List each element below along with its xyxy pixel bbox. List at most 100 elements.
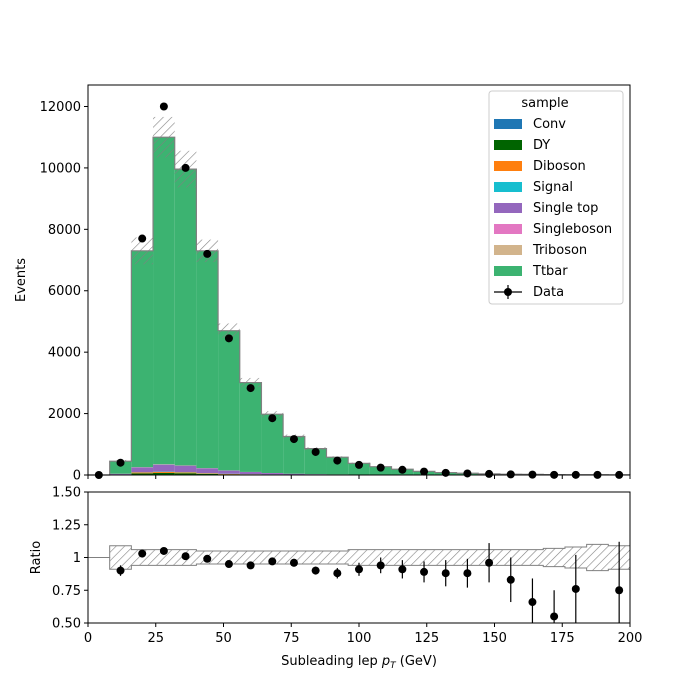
bar-single-top <box>109 473 132 475</box>
data-point <box>181 163 190 172</box>
bar-dy <box>131 473 154 475</box>
ratio-y-axis-label: Ratio <box>29 541 44 574</box>
ratio-uncertainty-band <box>456 549 479 566</box>
data-point <box>138 234 147 243</box>
bar-diboson <box>153 471 175 473</box>
data-point <box>289 435 298 444</box>
ratio-uncertainty-band <box>543 548 565 567</box>
ratio-point <box>485 558 494 567</box>
legend-label: Triboson <box>532 243 587 258</box>
y-tick-label: 10000 <box>40 161 81 176</box>
legend-swatch-ttbar <box>494 266 522 276</box>
legend-title: sample <box>521 96 568 111</box>
data-point <box>376 463 385 472</box>
ratio-point <box>116 566 125 575</box>
data-point <box>485 469 494 478</box>
ratio-point <box>138 549 147 558</box>
legend-data-marker <box>504 288 512 296</box>
ratio-point <box>376 561 385 570</box>
ratio-point <box>550 612 559 621</box>
ratio-point <box>311 566 320 575</box>
bar-diboson <box>196 473 219 474</box>
bar-ttbar <box>261 414 284 474</box>
legend: sample Conv DY Diboson Signal Single top Singl… <box>488 90 624 305</box>
ratio-uncertainty-band <box>304 550 327 565</box>
ratio-y-tick-label: 1.50 <box>52 486 81 501</box>
bar-ttbar <box>239 382 262 472</box>
ratio-point <box>246 561 255 570</box>
bar-single-top <box>153 464 175 472</box>
x-tick-label: 25 <box>147 631 164 646</box>
ratio-y-tick-label: 1 <box>73 551 81 566</box>
data-point <box>311 447 320 456</box>
ratio-point <box>224 560 233 569</box>
bar-ttbar <box>131 250 154 468</box>
data-point <box>506 470 515 479</box>
data-point <box>398 465 407 474</box>
y-tick-label: 12000 <box>40 100 81 115</box>
data-point <box>333 456 342 465</box>
data-point <box>246 384 255 393</box>
ratio-uncertainty-band <box>283 550 305 565</box>
data-point <box>268 414 277 423</box>
bar-single-top <box>196 468 219 474</box>
data-point <box>420 467 429 476</box>
legend-swatch-diboson <box>494 161 522 171</box>
ratio-y-tick-label: 1.25 <box>52 518 81 533</box>
ratio-uncertainty-band <box>348 549 370 566</box>
y-tick-label: 2000 <box>48 407 81 422</box>
ratio-point <box>268 557 277 566</box>
bar-single-top <box>261 473 284 475</box>
bar-single-top <box>304 474 327 475</box>
ratio-point <box>203 554 212 563</box>
ratio-point <box>528 598 537 607</box>
ratio-point <box>506 575 515 584</box>
bar-diboson <box>131 472 154 474</box>
ratio-uncertainty-band <box>521 549 544 566</box>
ratio-point <box>441 569 450 578</box>
ratio-uncertainty-band <box>326 550 349 565</box>
bar-single-top <box>174 465 197 472</box>
legend-box <box>488 90 624 305</box>
ratio-uncertainty-band <box>586 544 609 571</box>
bar-ttbar <box>174 169 197 466</box>
data-point <box>463 469 472 478</box>
bar-ttbar <box>196 250 219 469</box>
x-axis-label: Subleading lep pT (GeV) <box>281 654 437 671</box>
bar-single-top <box>131 467 154 473</box>
ratio-y-tick-label: 0.50 <box>52 617 81 632</box>
legend-label: Diboson <box>533 159 586 174</box>
legend-label: Conv <box>533 117 566 132</box>
data-point <box>159 102 168 111</box>
data-point <box>224 334 233 343</box>
ratio-point <box>355 565 363 574</box>
legend-label: Single top <box>533 201 598 216</box>
legend-swatch-conv <box>494 119 522 129</box>
y-tick-label: 8000 <box>48 223 81 238</box>
ratio-point <box>333 569 342 578</box>
y-tick-label: 4000 <box>48 346 81 361</box>
x-tick-label: 0 <box>84 631 92 646</box>
bar-ttbar <box>304 448 327 475</box>
mc-uncertainty-band <box>131 237 154 265</box>
bar-dy <box>153 472 175 475</box>
ratio-uncertainty-band <box>391 549 414 566</box>
ratio-uncertainty-band <box>434 549 457 566</box>
ratio-point <box>289 558 298 567</box>
x-tick-label: 100 <box>347 631 372 646</box>
ratio-uncertainty-band <box>153 549 175 566</box>
ratio-point <box>159 546 168 555</box>
x-tick-label: 75 <box>283 631 300 646</box>
bar-ttbar <box>283 436 305 474</box>
mc-uncertainty-band <box>239 377 262 388</box>
legend-swatch-singleboson <box>494 224 522 234</box>
bar-ttbar <box>326 457 349 475</box>
bar-dy <box>196 473 219 475</box>
y-tick-label: 0 <box>73 469 81 484</box>
ratio-point <box>615 586 624 595</box>
ratio-point <box>181 552 190 561</box>
ratio-point <box>420 567 429 576</box>
x-tick-label: 50 <box>215 631 232 646</box>
mc-uncertainty-band <box>218 323 240 338</box>
